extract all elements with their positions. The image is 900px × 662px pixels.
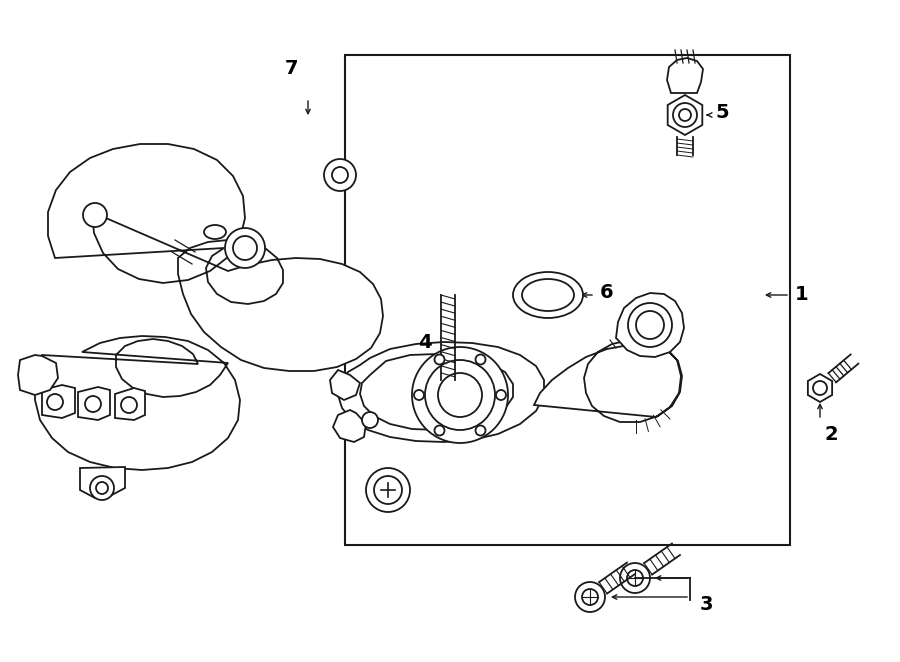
Circle shape [225,228,265,268]
Ellipse shape [513,272,583,318]
Circle shape [366,468,410,512]
Circle shape [636,311,664,339]
Circle shape [425,360,495,430]
Polygon shape [668,95,702,135]
Circle shape [414,390,424,400]
Circle shape [233,236,257,260]
Ellipse shape [204,225,226,239]
Circle shape [627,570,643,586]
Circle shape [374,476,402,504]
Circle shape [362,412,378,428]
Circle shape [332,167,348,183]
Polygon shape [667,58,703,93]
Polygon shape [616,293,684,357]
Circle shape [628,303,672,347]
Circle shape [324,159,356,191]
Polygon shape [115,388,145,420]
Circle shape [679,109,691,121]
Polygon shape [80,467,125,498]
Text: 4: 4 [418,332,432,352]
Polygon shape [338,342,544,442]
Text: 6: 6 [600,283,614,301]
Circle shape [96,482,108,494]
Circle shape [435,354,445,365]
Text: 1: 1 [795,285,808,305]
Circle shape [813,381,827,395]
Polygon shape [18,355,58,395]
Circle shape [582,589,598,605]
Ellipse shape [522,279,574,311]
Polygon shape [42,385,75,418]
Circle shape [575,582,605,612]
Circle shape [620,563,650,593]
Circle shape [121,397,137,413]
Polygon shape [360,354,513,430]
Text: 2: 2 [825,426,839,444]
Circle shape [90,476,114,500]
Polygon shape [78,387,110,420]
Polygon shape [330,370,360,400]
Circle shape [475,354,485,365]
Circle shape [438,373,482,417]
Circle shape [85,396,101,412]
Circle shape [673,103,697,127]
Circle shape [435,426,445,436]
Circle shape [83,203,107,227]
Polygon shape [534,340,682,422]
Circle shape [475,426,485,436]
Polygon shape [48,144,383,371]
Text: 5: 5 [715,103,729,122]
Polygon shape [333,410,366,442]
Circle shape [412,347,508,443]
Polygon shape [35,336,240,470]
Text: 7: 7 [285,58,299,77]
Text: 3: 3 [700,596,714,614]
Circle shape [496,390,506,400]
Polygon shape [808,374,833,402]
Bar [345,55,790,545]
Circle shape [47,394,63,410]
